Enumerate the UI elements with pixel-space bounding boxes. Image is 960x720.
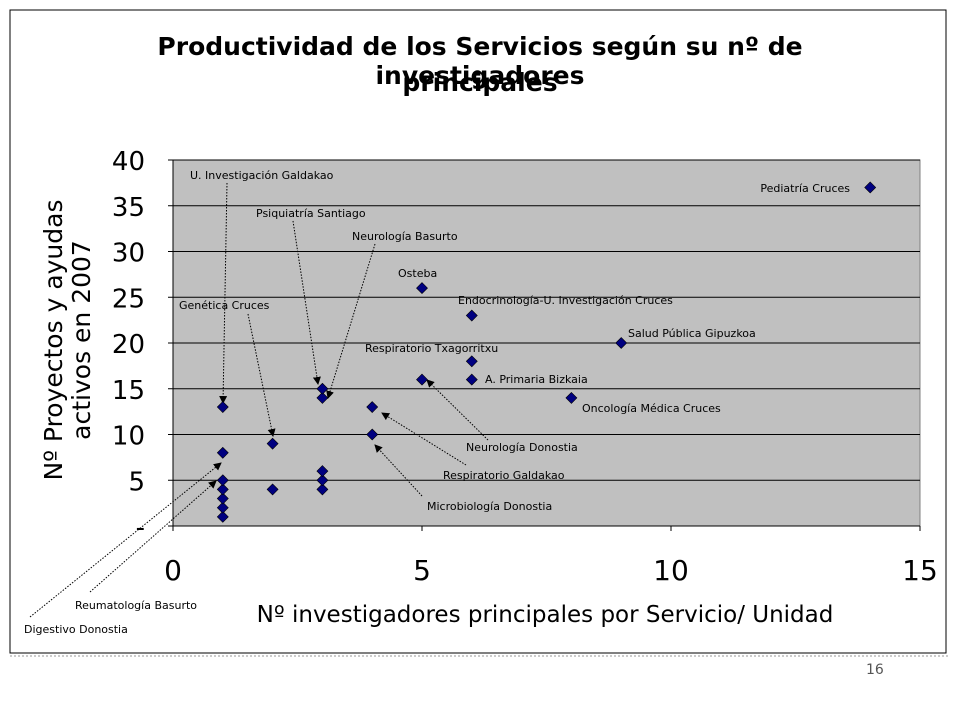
chart-title-line-2: principales — [402, 68, 558, 97]
data-point — [864, 181, 877, 194]
annotation-label: Microbiología Donostia — [427, 500, 552, 513]
data-point — [216, 446, 229, 459]
annotation-arrow — [292, 220, 321, 385]
data-point — [216, 501, 229, 514]
y-tick-label: 25 — [112, 284, 145, 314]
data-point — [565, 391, 578, 404]
annotation-label: Oncología Médica Cruces — [582, 402, 721, 415]
annotation-label: Neurología Donostia — [466, 441, 578, 454]
annotation-arrow — [29, 462, 222, 618]
data-point — [366, 401, 379, 413]
data-point — [216, 492, 229, 505]
annotation-arrow — [374, 444, 423, 497]
y-tick-label: 5 — [128, 467, 145, 497]
data-point — [216, 474, 229, 487]
annotation-label: A. Primaria Bizkaia — [485, 373, 588, 386]
chart-title-line-1: Productividad de los Servicios según su … — [157, 32, 803, 90]
annotation-label: Respiratorio Txagorritxu — [365, 342, 498, 355]
annotation-label: U. Investigación Galdakao — [190, 169, 334, 182]
x-tick-label: 10 — [653, 554, 689, 587]
y-tick-label: 30 — [112, 239, 145, 269]
x-tick-label: 15 — [902, 554, 938, 587]
data-point — [465, 309, 478, 322]
y-tick-label: 15 — [112, 376, 145, 406]
y-axis-title-line: activos en 2007 — [67, 240, 96, 440]
data-point — [216, 510, 229, 523]
annotation-label: Psiquiatría Santiago — [256, 207, 366, 220]
y-tick-label: 10 — [112, 422, 145, 452]
data-point — [266, 483, 279, 496]
annotation-arrow — [426, 379, 489, 441]
annotation-label: Neurología Basurto — [352, 230, 458, 243]
data-point — [465, 355, 478, 368]
annotation-label: Osteba — [398, 267, 437, 280]
page-number: 16 — [866, 662, 884, 678]
annotation-label: Digestivo Donostia — [24, 623, 128, 636]
data-point — [416, 282, 428, 295]
data-point — [366, 428, 379, 441]
y-tick-label: 35 — [112, 193, 145, 223]
y-axis-title: Nº Proyectos y ayudasactivos en 2007 — [39, 200, 96, 481]
data-point — [316, 465, 329, 478]
data-point — [266, 437, 279, 450]
y-tick-label: 20 — [112, 330, 145, 360]
x-tick-label: 0 — [164, 554, 182, 587]
annotation-label: Endocrinología-U. Investigación Cruces — [458, 294, 673, 307]
x-tick-label: 5 — [413, 554, 431, 587]
data-point — [316, 391, 329, 404]
annotation-label: Respiratorio Galdakao — [443, 469, 565, 482]
annotation-label: Pediatría Cruces — [760, 182, 850, 195]
data-point — [465, 373, 478, 386]
annotation-label: Reumatología Basurto — [75, 599, 197, 612]
annotation-label: Genética Cruces — [179, 299, 270, 312]
x-axis-title: Nº investigadores principales por Servic… — [257, 602, 834, 628]
y-axis-title-line: Nº Proyectos y ayudas — [39, 200, 68, 481]
data-point — [216, 401, 229, 413]
y-tick-label: 40 — [112, 147, 145, 177]
data-point — [316, 382, 329, 395]
data-point — [416, 373, 428, 386]
data-point — [615, 337, 628, 349]
data-point — [316, 483, 329, 496]
annotation-arrow — [381, 412, 467, 466]
annotation-arrow — [89, 480, 217, 593]
data-point — [216, 483, 229, 496]
annotation-arrow — [219, 182, 228, 404]
annotation-label: Salud Pública Gipuzkoa — [628, 327, 756, 340]
data-point — [316, 474, 329, 487]
